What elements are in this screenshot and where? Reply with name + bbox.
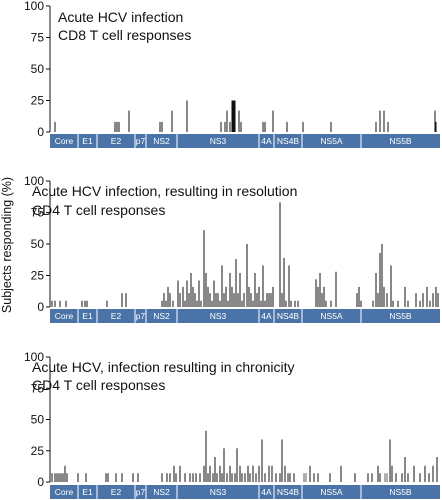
genome-region-label: Core [55, 487, 74, 497]
genome-region-label: E2 [111, 136, 122, 146]
panel-cd8-acute: Acute HCV infection CD8 T cell responses… [24, 0, 440, 148]
panel-title-line-2: CD8 T cell responses [58, 27, 191, 43]
y-tick-label: 100 [24, 350, 44, 364]
y-tick-label: 100 [24, 174, 44, 188]
y-tick-label: 75 [31, 206, 45, 220]
genome-map-bar [50, 134, 440, 148]
y-axis-label: Subjects responding (%) [0, 177, 14, 313]
panel-title-line-1: Acute HCV infection [58, 9, 183, 25]
y-tick-label: 25 [31, 269, 45, 283]
y-tick-label: 50 [31, 62, 45, 76]
genome-region-label: E1 [82, 311, 93, 321]
y-tick-label: 25 [31, 444, 45, 458]
y-tick-label: 0 [37, 475, 44, 489]
genome-region-label: E2 [111, 311, 122, 321]
genome-region-label: E1 [82, 136, 93, 146]
genome-region-label: NS4B [277, 487, 300, 497]
genome-region-label: NS5B [389, 311, 412, 321]
genome-region-label: NS2 [153, 487, 170, 497]
genome-region-label: NS3 [210, 311, 227, 321]
genome-region-label: p7 [136, 136, 146, 146]
genome-region-label: Core [55, 311, 74, 321]
y-tick-label: 100 [24, 0, 44, 13]
genome-region-label: NS4B [277, 311, 300, 321]
y-tick-label: 50 [31, 413, 45, 427]
genome-region-label: NS2 [153, 311, 170, 321]
genome-region-label: p7 [136, 311, 146, 321]
genome-region-label: Core [55, 136, 74, 146]
y-tick-label: 50 [31, 237, 45, 251]
genome-region-label: NS5A [320, 136, 343, 146]
genome-region-label: NS5B [389, 136, 412, 146]
panel-title-line-2: CD4 T cell responses [32, 202, 165, 218]
panel-cd4-chronicity: Acute HCV, infection resulting in chroni… [24, 350, 440, 499]
genome-region-label: p7 [136, 487, 146, 497]
genome-region-label: NS5B [389, 487, 412, 497]
y-tick-label: 75 [31, 381, 45, 395]
genome-region-label: 4A [261, 136, 272, 146]
genome-region-label: 4A [261, 487, 272, 497]
y-tick-label: 0 [37, 125, 44, 139]
genome-region-label: E2 [111, 487, 122, 497]
genome-region-label: NS3 [210, 136, 227, 146]
y-tick-label: 25 [31, 94, 45, 108]
genome-map-bar [50, 309, 440, 323]
genome-map-bar [50, 485, 440, 499]
y-tick-label: 0 [37, 300, 44, 314]
panel-title-line-2: CD4 T cell responses [32, 377, 165, 393]
genome-region-label: NS5A [320, 487, 343, 497]
panel-title-line-1: Acute HCV infection, resulting in resolu… [32, 183, 297, 199]
genome-region-label: E1 [82, 487, 93, 497]
genome-region-label: NS2 [153, 136, 170, 146]
genome-region-label: NS4B [277, 136, 300, 146]
genome-region-label: NS5A [320, 311, 343, 321]
genome-region-label: 4A [261, 311, 272, 321]
panel-title-line-1: Acute HCV, infection resulting in chroni… [32, 359, 295, 375]
panel-cd4-resolution: Acute HCV infection, resulting in resolu… [24, 174, 440, 323]
y-tick-label: 75 [31, 31, 45, 45]
genome-region-label: NS3 [210, 487, 227, 497]
